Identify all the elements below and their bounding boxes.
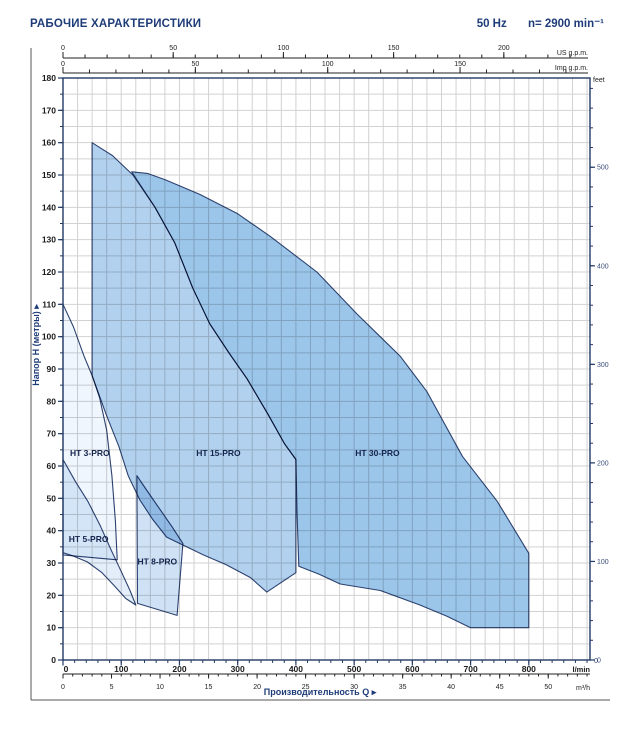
lmin-axis-label: 0 xyxy=(64,664,69,674)
lmin-axis-label: 600 xyxy=(405,664,419,674)
imp-gpm-axis-label: 0 xyxy=(61,61,65,68)
m3h-axis-label: 0 xyxy=(61,684,65,691)
region-ht-30-pro xyxy=(131,171,530,629)
lmin-axis-label: 100 xyxy=(114,664,128,674)
m3h-axis-label: 40 xyxy=(447,684,455,691)
frequency-value: 50 Hz xyxy=(476,18,507,30)
chart-header: РАБОЧИЕ ХАРАКТЕРИСТИКИ 50 Hz n= 2900 min… xyxy=(30,16,604,30)
feet-unit-label: feet xyxy=(593,77,605,84)
imp-gpm-unit-label: Imp g.p.m. xyxy=(555,65,588,72)
left-axis-label: 150 xyxy=(42,170,56,180)
right-axis-zero-label: 0 xyxy=(594,658,598,665)
region-label-ht-15-pro: HT 15-PRO xyxy=(196,448,241,458)
right-axis-label: 500 xyxy=(597,165,609,172)
m3h-axis-label: 20 xyxy=(253,684,261,691)
region-ht-5-pro xyxy=(62,458,137,606)
lmin-axis-label: 700 xyxy=(463,664,477,674)
left-axis-label: 100 xyxy=(42,332,56,342)
left-axis-label: 80 xyxy=(47,396,57,406)
right-axis-label: 200 xyxy=(597,460,609,467)
imp-gpm-axis-label: 50 xyxy=(191,61,199,68)
m3h-axis-label: 35 xyxy=(399,684,407,691)
left-axis-label: 70 xyxy=(47,429,57,439)
m3h-axis-label: 10 xyxy=(156,684,164,691)
lmin-axis-label: 400 xyxy=(289,664,303,674)
m3h-axis-label: 50 xyxy=(544,684,552,691)
region-label-ht-8-pro: HT 8-PRO xyxy=(137,556,177,566)
m3h-axis-label: 30 xyxy=(350,684,358,691)
left-axis-label: 170 xyxy=(42,105,56,115)
left-axis-label: 40 xyxy=(47,526,57,536)
left-axis-label: 50 xyxy=(47,493,57,503)
page-title: РАБОЧИЕ ХАРАКТЕРИСТИКИ xyxy=(30,18,202,30)
left-axis-label: 130 xyxy=(42,235,56,245)
m3h-axis-label: 15 xyxy=(205,684,213,691)
left-axis-label: 90 xyxy=(47,364,57,374)
lmin-axis-label: 800 xyxy=(522,664,536,674)
us-gpm-axis-label: 50 xyxy=(169,45,177,52)
m3h-unit-label: m³/h xyxy=(576,685,590,692)
lmin-unit-label: l/min xyxy=(572,665,590,674)
m3h-axis-label: 5 xyxy=(110,684,114,691)
lmin-axis-label: 500 xyxy=(347,664,361,674)
us-gpm-unit-label: US g.p.m. xyxy=(557,50,588,57)
region-label-ht-3-pro: HT 3-PRO xyxy=(70,448,110,458)
left-axis-label: 30 xyxy=(47,558,57,568)
right-axis-label: 100 xyxy=(597,559,609,566)
speed-value: n= 2900 min⁻¹ xyxy=(527,18,604,30)
left-axis-label: 120 xyxy=(42,267,56,277)
left-axis-label: 0 xyxy=(51,655,56,665)
left-axis-label: 160 xyxy=(42,138,56,148)
m3h-axis-label: 25 xyxy=(302,684,310,691)
left-axis-label: 110 xyxy=(42,299,56,309)
us-gpm-axis-label: 200 xyxy=(498,45,510,52)
us-gpm-axis-label: 150 xyxy=(388,45,400,52)
left-axis-label: 10 xyxy=(47,623,57,633)
us-gpm-axis-label: 0 xyxy=(61,45,65,52)
region-label-ht-5-pro: HT 5-PRO xyxy=(69,534,109,544)
right-axis-label: 0 xyxy=(597,658,601,665)
y-axis-title: Напор H (метры) ▸ xyxy=(31,304,41,386)
right-axis-label: 300 xyxy=(597,362,609,369)
lmin-axis-label: 300 xyxy=(231,664,245,674)
left-axis-label: 20 xyxy=(47,590,57,600)
x-axis-title: Производительность Q ▸ xyxy=(264,687,377,697)
left-axis-label: 180 xyxy=(42,73,56,83)
region-label-ht-30-pro: HT 30-PRO xyxy=(355,448,400,458)
m3h-axis-label: 45 xyxy=(496,684,504,691)
lmin-axis-label: 200 xyxy=(172,664,186,674)
left-axis-label: 60 xyxy=(47,461,57,471)
right-axis-label: 400 xyxy=(597,263,609,270)
imp-gpm-axis-label: 150 xyxy=(454,61,466,68)
us-gpm-axis-label: 100 xyxy=(278,45,290,52)
frequency-speed-label: 50 Hz n= 2900 min⁻¹ xyxy=(459,16,604,30)
imp-gpm-axis-label: 100 xyxy=(322,61,334,68)
left-axis-label: 140 xyxy=(42,202,56,212)
